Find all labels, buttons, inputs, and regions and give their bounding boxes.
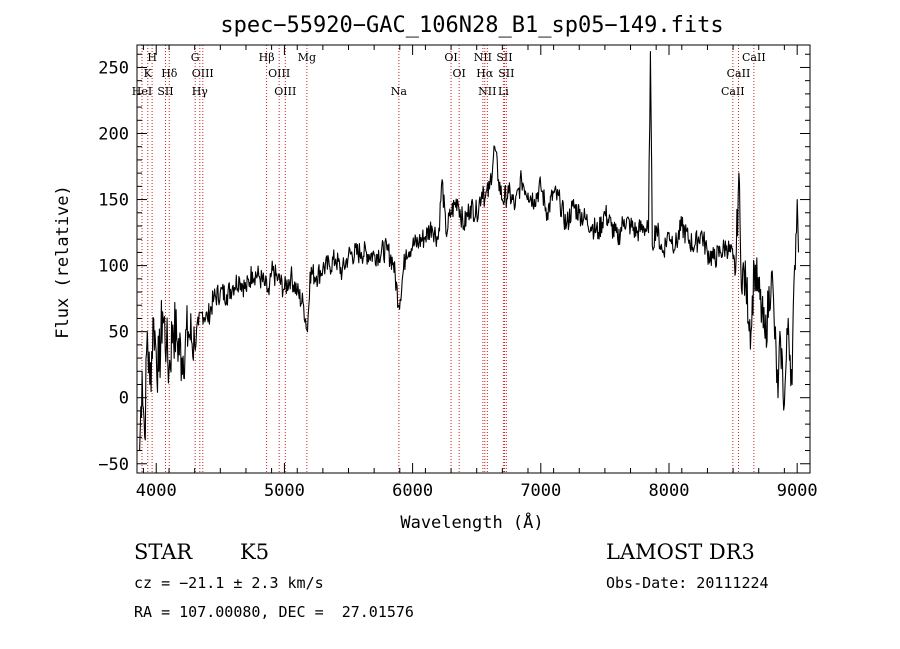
- x-tick-label-0: 4000: [136, 481, 177, 501]
- y-tick-label-0: −50: [98, 455, 129, 475]
- spectral-line-label-19: SII: [498, 67, 514, 80]
- x-tick-label-1: 5000: [264, 481, 305, 501]
- spectral-line-label-22: CaII: [727, 67, 751, 80]
- spectrum-line: [139, 51, 800, 451]
- survey-name: LAMOST DR3: [606, 540, 755, 564]
- obs-date: Obs-Date: 20111224: [606, 574, 769, 592]
- spectral-line-label-4: Hδ: [161, 67, 178, 80]
- spectral-line-label-10: OIII: [274, 85, 296, 98]
- redshift-text: cz = −21.1 ± 2.3 km/s: [134, 574, 324, 592]
- spectral-line-label-8: Hβ: [259, 51, 275, 64]
- spectral-line-label-17: Hα: [476, 67, 494, 80]
- spectral-line-markers: HK HeI SII Hδ G OIII Hγ Hβ OIII OIII Mg Na OI OI NII NI…: [132, 45, 766, 473]
- spectrum-series: [139, 51, 800, 451]
- chart-title: spec−55920−GAC_106N28_B1_sp05−149.fits: [220, 13, 723, 38]
- spectral-line-label-21: CaII: [721, 85, 745, 98]
- plot-frame: [136, 44, 811, 474]
- spectral-line-label-23: CaII: [742, 51, 766, 64]
- object-class: STAR: [134, 540, 193, 564]
- spectral-line-label-2: HeI: [132, 85, 152, 98]
- spectral-line-label-15: NII: [474, 51, 492, 64]
- spectral-line-label-0: H: [147, 51, 157, 64]
- y-tick-label-4: 150: [98, 191, 129, 211]
- y-tick-label-1: 0: [119, 389, 129, 409]
- x-tick-label-5: 9000: [777, 481, 818, 501]
- y-tick-label-2: 50: [109, 323, 129, 343]
- y-tick-label-5: 200: [98, 125, 129, 145]
- spectral-line-label-14: OI: [452, 67, 465, 80]
- spectral-line-label-12: Na: [391, 85, 408, 98]
- spectral-line-label-20: Li: [498, 85, 509, 98]
- object-subclass: K5: [240, 540, 270, 564]
- spectral-line-label-3: SII: [157, 85, 173, 98]
- y-tick-label-6: 250: [98, 58, 129, 78]
- spectral-line-label-7: Hγ: [192, 85, 209, 98]
- y-axis-label: Flux (relative): [53, 185, 73, 339]
- spectral-line-label-5: G: [191, 51, 200, 64]
- spectral-line-label-1: K: [144, 67, 153, 80]
- spectral-line-label-6: OIII: [192, 67, 214, 80]
- x-tick-label-2: 6000: [392, 481, 433, 501]
- x-tick-label-3: 7000: [520, 481, 561, 501]
- x-axis-label: Wavelength (Å): [400, 511, 543, 533]
- spectral-line-label-13: OI: [444, 51, 457, 64]
- spectral-line-label-9: OIII: [268, 67, 290, 80]
- coordinates: RA = 107.00080, DEC = 27.01576: [134, 603, 414, 621]
- x-tick-label-4: 8000: [649, 481, 690, 501]
- spectral-line-label-11: Mg: [298, 51, 316, 64]
- spectral-line-label-18: SII: [496, 51, 512, 64]
- y-tick-label-3: 100: [98, 257, 129, 277]
- axis-ticks: 4000 5000 6000 7000 8000 9000 −50 0 50 100 150 200 2…: [98, 45, 818, 501]
- spectral-line-label-16: NII: [478, 85, 496, 98]
